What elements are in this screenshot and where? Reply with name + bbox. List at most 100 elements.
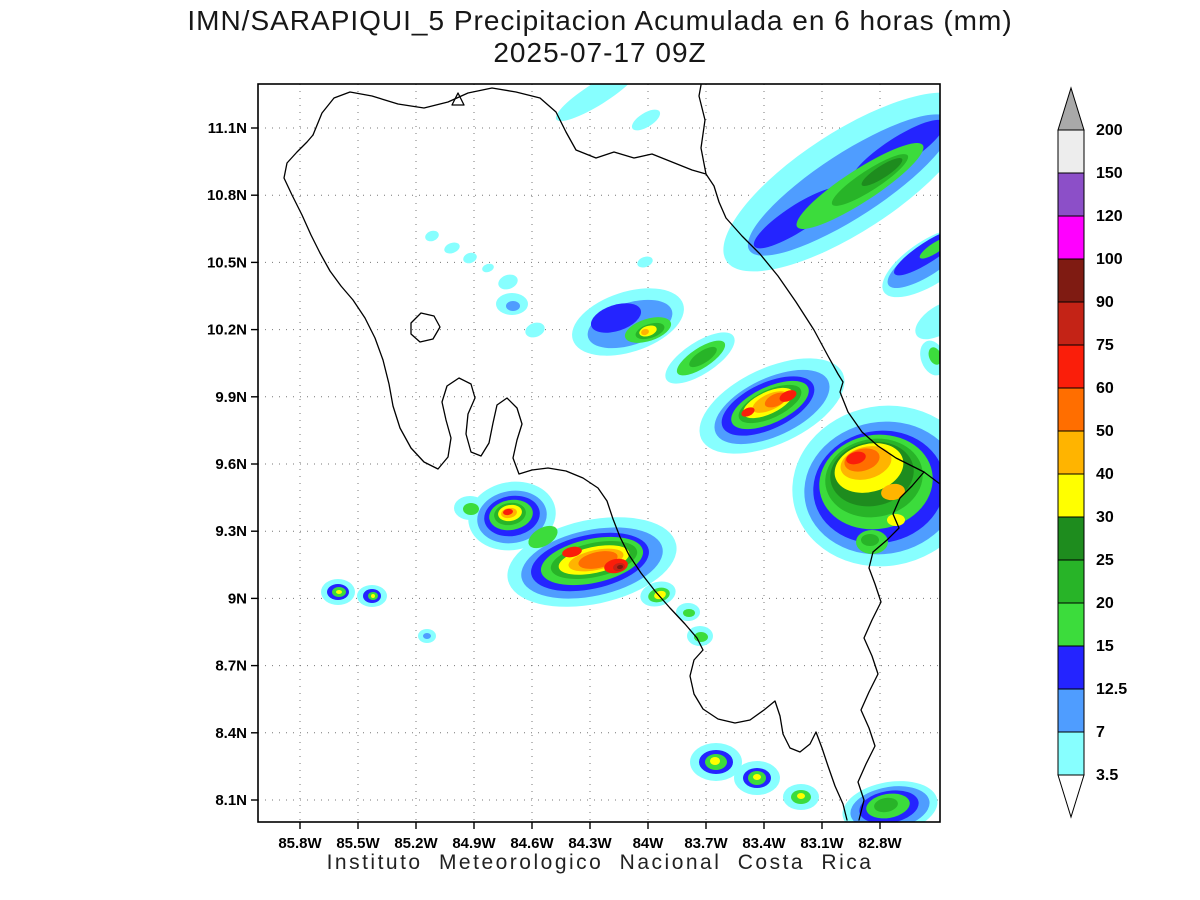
precip-cell (528, 525, 558, 549)
precip-cell (753, 774, 761, 780)
colorbar-segment (1057, 344, 1085, 389)
precip-cell (861, 534, 879, 546)
precip-cell (710, 757, 720, 765)
colorbar-label: 100 (1096, 251, 1123, 268)
colorbar-label: 200 (1096, 122, 1123, 139)
lon-tick-label: 83.7W (684, 835, 728, 852)
colorbar-segment (1057, 731, 1085, 776)
precip-cell (590, 303, 642, 333)
precip-cell (861, 157, 903, 187)
colorbar-label: 120 (1096, 208, 1123, 225)
precip-cell (423, 633, 431, 639)
colorbar: 200 150 120 100 90 75 60 50 40 30 25 20 15 12.5 7 3.5 (1057, 86, 1127, 819)
colorbar-segment (1057, 516, 1085, 561)
lon-tick-label: 84.6W (510, 835, 554, 852)
lat-tick-label: 8.4N (215, 725, 247, 742)
lon-tick-label: 85.5W (336, 835, 380, 852)
plot-title: IMN/SARAPIQUI_5 Precipitacion Acumulada … (187, 5, 1013, 36)
lat-tick-label: 8.1N (215, 792, 247, 809)
precip-cell (506, 301, 520, 311)
colorbar-segment (1057, 172, 1085, 217)
colorbar-label: 50 (1096, 423, 1114, 440)
coastline-path (698, 84, 707, 175)
lat-tick-label: 10.5N (207, 254, 247, 271)
colorbar-label: 40 (1096, 466, 1114, 483)
colorbar-segment (1057, 602, 1085, 647)
map-frame (257, 83, 941, 823)
colorbar-segment (1057, 129, 1085, 174)
footer-caption: Instituto Meteorologico Nacional Costa R… (326, 851, 874, 874)
precip-cell (779, 390, 797, 402)
colorbar-arrow-bottom (1057, 774, 1085, 819)
precipitation-layer (321, 84, 940, 822)
precip-cell (503, 508, 513, 516)
precip-cell (482, 263, 494, 273)
colorbar-label: 60 (1096, 380, 1114, 397)
precip-cell (689, 346, 717, 368)
precip-cell (631, 109, 661, 131)
colorbar-arrow-top (1057, 86, 1085, 131)
colorbar-segment (1057, 645, 1085, 690)
coastline-path (283, 134, 848, 821)
precip-cell (919, 237, 940, 259)
lat-tick-label: 9N (228, 590, 247, 607)
precip-cell (463, 252, 477, 264)
precip-cell (617, 564, 623, 570)
lon-tick-label: 84W (633, 835, 665, 852)
precip-cell (928, 347, 940, 365)
colorbar-segment (1057, 301, 1085, 346)
lat-tick-label: 10.8N (207, 187, 247, 204)
colorbar-label: 20 (1096, 595, 1114, 612)
lat-tick-label: 8.7N (215, 658, 247, 675)
lon-tick-label: 82.8W (858, 835, 902, 852)
precip-cell (683, 609, 695, 617)
lat-tick-label: 9.3N (215, 523, 247, 540)
colorbar-segment (1057, 258, 1085, 303)
lon-tick-label: 84.3W (568, 835, 612, 852)
colorbar-label: 75 (1096, 337, 1114, 354)
precip-cell (846, 451, 866, 465)
coastline-path (857, 471, 925, 821)
precip-cell (562, 546, 582, 558)
precip-cell (336, 590, 342, 594)
precip-cell (915, 300, 940, 340)
precip-cell (498, 274, 518, 290)
coastline-path (312, 87, 940, 485)
coastline-path (410, 312, 441, 343)
precip-cell (425, 230, 439, 242)
colorbar-label: 3.5 (1096, 767, 1118, 784)
precip-cell (637, 256, 653, 268)
lat-tick-label: 10.2N (207, 322, 247, 339)
colorbar-segment (1057, 559, 1085, 604)
colorbar-label: 150 (1096, 165, 1123, 182)
coastline (283, 84, 940, 821)
precip-cell (444, 242, 460, 254)
lon-tick-label: 84.9W (452, 835, 496, 852)
precip-cell (463, 503, 479, 515)
lon-tick-label: 85.2W (394, 835, 438, 852)
precip-cell (881, 483, 905, 501)
colorbar-label: 30 (1096, 509, 1114, 526)
colorbar-label: 15 (1096, 638, 1114, 655)
precip-cell (555, 84, 639, 122)
colorbar-segment (1057, 387, 1085, 432)
colorbar-label: 90 (1096, 294, 1114, 311)
colorbar-segment (1057, 688, 1085, 733)
lat-tick-label: 9.6N (215, 456, 247, 473)
precip-cell (874, 797, 898, 813)
plot-datetime: 2025-07-17 09Z (493, 37, 707, 68)
lat-tick-label: 9.9N (215, 389, 247, 406)
colorbar-label: 12.5 (1096, 681, 1127, 698)
axis-labels: 11.1N 10.8N 10.5N 10.2N 9.9N 9.6N 9.3N 9N 8.7N 8.… (207, 120, 903, 852)
lat-tick-label: 11.1N (208, 120, 247, 137)
precip-cell (797, 793, 805, 799)
colorbar-label: 7 (1096, 724, 1105, 741)
colorbar-label: 25 (1096, 552, 1114, 569)
coastline-path (451, 92, 465, 106)
lon-tick-label: 83.1W (800, 835, 844, 852)
precip-cell (371, 594, 375, 598)
precip-cell (641, 328, 649, 336)
colorbar-segment (1057, 215, 1085, 260)
lon-tick-label: 85.8W (278, 835, 322, 852)
